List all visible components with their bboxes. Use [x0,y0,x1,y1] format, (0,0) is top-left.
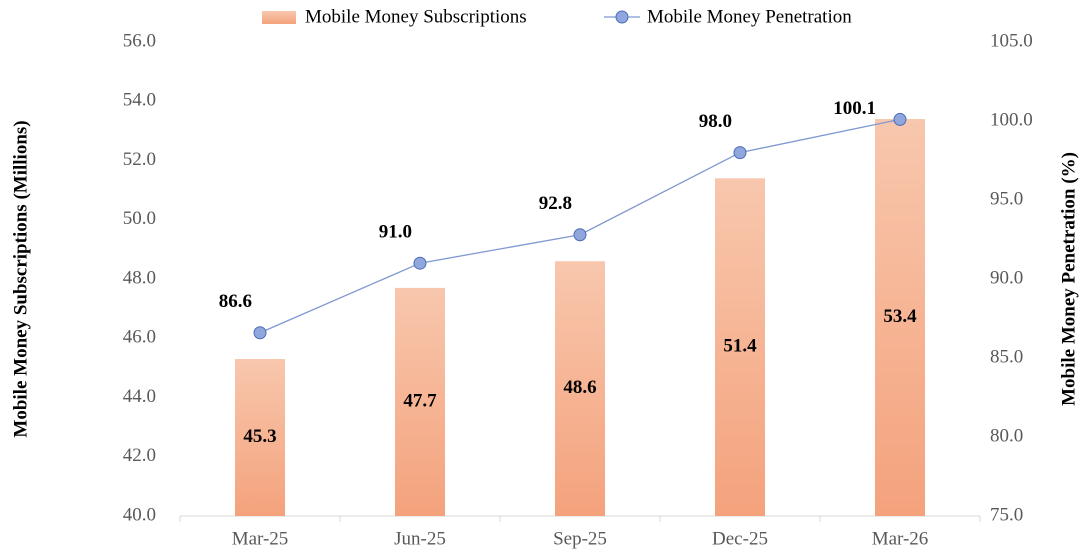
x-tick-label: Dec-25 [712,528,768,549]
y2-tick-label: 100.0 [990,109,1033,130]
line-marker [573,228,587,242]
bar [875,119,925,517]
bar [555,261,605,516]
y2-tick-label: 80.0 [990,425,1023,446]
y2-tick-label: 75.0 [990,504,1023,525]
y-tick-label: 56.0 [123,30,156,51]
line-marker [413,256,427,270]
y-tick-label: 42.0 [123,445,156,466]
bar-value-label: 53.4 [883,306,917,327]
line-marker [733,146,747,160]
line-value-label: 91.0 [379,222,412,243]
bar-value-label: 47.7 [403,390,437,411]
line-value-label: 92.8 [539,193,572,214]
y-tick-label: 50.0 [123,208,156,229]
line-value-label: 100.1 [833,98,876,119]
bar [395,287,445,516]
bar-value-label: 48.6 [563,377,596,398]
line-marker [893,112,907,126]
line-value-label: 98.0 [699,111,732,132]
y2-axis-title: Mobile Money Penetration (%) [1058,152,1079,406]
line-marker [253,326,267,340]
y2-tick-label: 85.0 [990,346,1023,367]
y2-tick-label: 95.0 [990,188,1023,209]
bar [235,358,285,516]
y-tick-label: 48.0 [123,267,156,288]
bar-value-label: 45.3 [243,426,276,447]
y-tick-label: 40.0 [123,504,156,525]
legend-label: Mobile Money Subscriptions [305,6,527,27]
line-value-label: 86.6 [219,291,252,312]
legend-swatch [615,10,629,24]
x-tick-label: Mar-25 [232,528,289,549]
bar-value-label: 51.4 [723,335,757,356]
y-tick-label: 44.0 [123,386,156,407]
legend-swatch [262,11,296,24]
y-tick-label: 54.0 [123,90,156,111]
x-tick-label: Jun-25 [394,528,446,549]
y-tick-label: 52.0 [123,149,156,170]
y-axis-title: Mobile Money Subscriptions (Millions) [10,120,31,437]
y2-tick-label: 90.0 [990,267,1023,288]
y2-tick-label: 105.0 [990,30,1033,51]
y-tick-label: 46.0 [123,327,156,348]
x-tick-label: Sep-25 [553,528,607,549]
legend-label: Mobile Money Penetration [647,6,852,27]
bar [715,178,765,516]
x-tick-label: Mar-26 [872,528,929,549]
